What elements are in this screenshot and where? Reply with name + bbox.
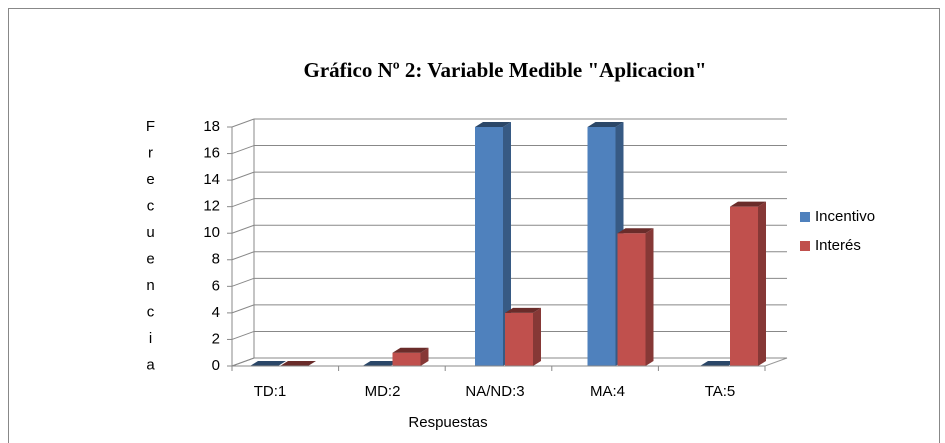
chart-border	[8, 8, 940, 443]
bar	[730, 206, 758, 366]
legend-swatch	[800, 212, 810, 222]
bar	[617, 233, 646, 366]
x-tick-label: MD:2	[365, 383, 401, 400]
grid-line	[231, 251, 255, 261]
x-tick-label: NA/ND:3	[465, 383, 524, 400]
bar-top	[700, 361, 736, 366]
grid-line	[231, 145, 255, 155]
y-tick-label: 14	[203, 171, 220, 188]
grid-line	[231, 171, 255, 181]
bar-top	[280, 361, 316, 366]
legend-swatch	[800, 241, 810, 251]
grid-line	[231, 198, 255, 208]
bar	[587, 127, 616, 366]
y-tick-label: 2	[212, 330, 220, 347]
y-tick-label: 18	[203, 118, 220, 135]
grid-line	[231, 357, 255, 367]
bar-top	[362, 361, 399, 366]
legend-label: Incentivo	[815, 208, 875, 225]
y-tick-label: 8	[212, 251, 220, 268]
y-tick-label: 6	[212, 277, 220, 294]
x-tick-label: TD:1	[254, 383, 287, 400]
y-tick-label: 4	[212, 304, 220, 321]
y-tick-label: 12	[203, 198, 220, 215]
bar	[475, 127, 503, 366]
x-tick-label: MA:4	[590, 383, 625, 400]
bar-top	[250, 361, 286, 366]
grid-line	[231, 304, 255, 314]
y-tick-label: 0	[212, 357, 220, 374]
grid-line	[231, 224, 255, 234]
bar-top	[505, 307, 541, 313]
y-tick-label: 10	[203, 224, 220, 241]
bar-side	[533, 307, 541, 366]
bar-side	[503, 122, 511, 366]
grid-line	[231, 330, 255, 340]
bar-side	[758, 201, 766, 366]
y-axis-label: Frecuencia	[142, 118, 159, 383]
bar-side	[420, 347, 429, 366]
x-tick-label: TA:5	[705, 383, 736, 400]
x-axis-label: Respuestas	[408, 414, 487, 431]
bar-top	[617, 228, 654, 234]
bar-top	[730, 201, 766, 207]
bar	[505, 312, 533, 366]
chart-title: Gráfico Nº 2: Variable Medible "Aplicaci…	[304, 58, 707, 82]
grid-line	[231, 277, 255, 287]
bar-top	[587, 122, 624, 127]
y-tick-label: 16	[203, 145, 220, 162]
bar-top	[392, 347, 429, 353]
grid-line	[231, 118, 255, 128]
bar-top	[475, 122, 511, 127]
legend-label: Interés	[815, 237, 861, 254]
bar	[392, 352, 421, 366]
bar-side	[645, 228, 654, 366]
